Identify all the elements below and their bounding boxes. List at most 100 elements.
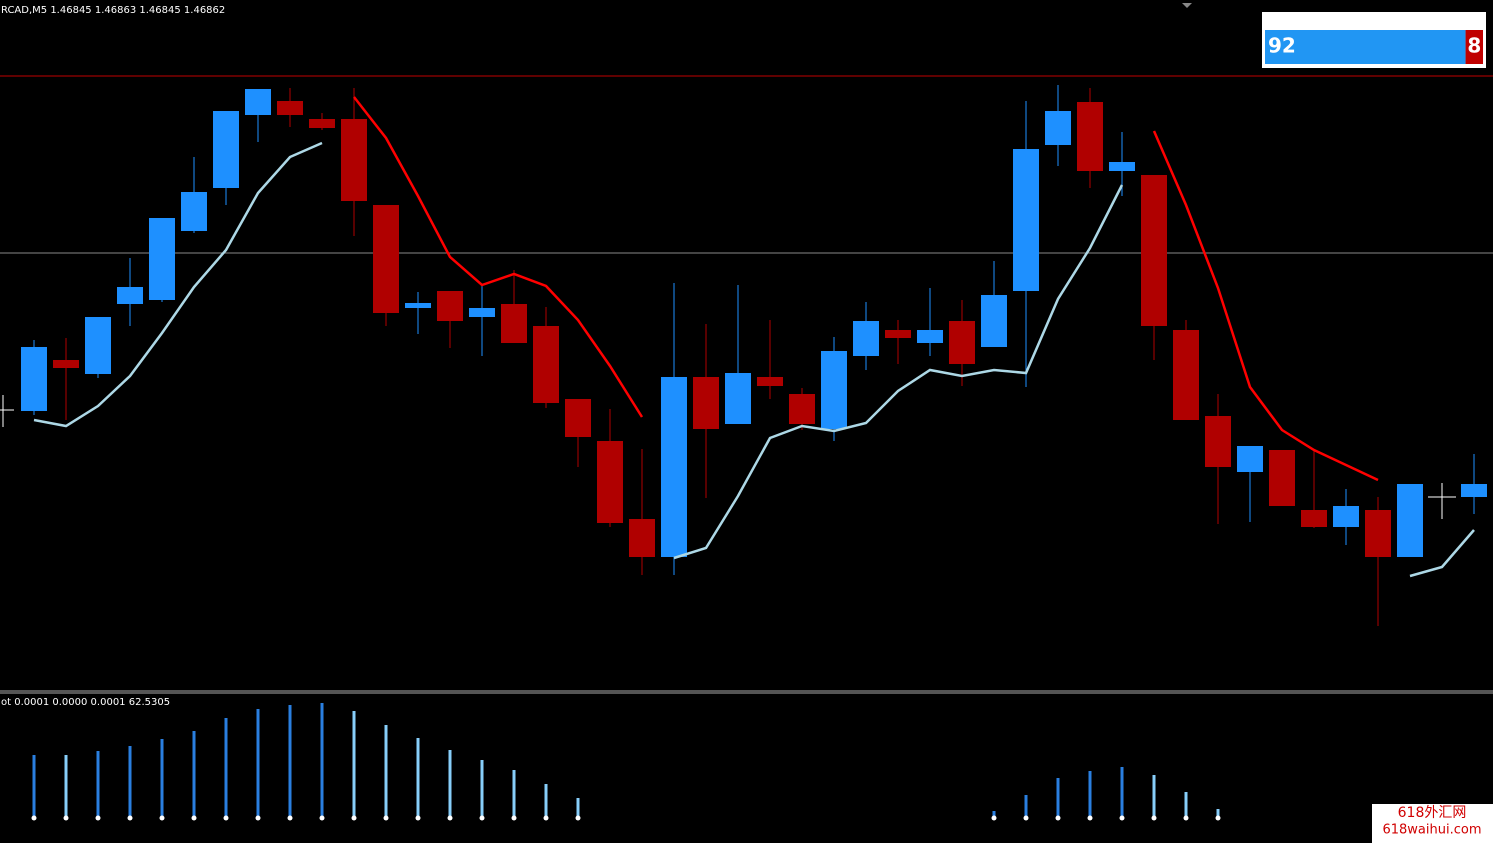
candle-body <box>501 304 527 343</box>
candle-body <box>309 119 335 128</box>
candle-body <box>245 89 271 115</box>
signal-dot <box>447 815 453 821</box>
candle-body <box>917 330 943 343</box>
bearish-bar <box>1465 30 1483 64</box>
histogram-bar <box>512 770 516 818</box>
signal-dot <box>1119 815 1125 821</box>
histogram-bar <box>1120 767 1124 818</box>
histogram-bar <box>576 798 580 818</box>
candle-body <box>1269 450 1295 506</box>
candle-body <box>1141 175 1167 326</box>
candle-body <box>181 192 207 231</box>
histogram-bar <box>64 755 68 818</box>
signal-dot <box>991 815 997 821</box>
candle-body <box>213 111 239 188</box>
candle-body <box>789 394 815 424</box>
histogram-bar <box>1216 809 1220 818</box>
candle-body <box>885 330 911 338</box>
candle-body <box>85 317 111 374</box>
signal-dot <box>191 815 197 821</box>
histogram-bar <box>544 784 548 818</box>
histogram-bar <box>192 731 196 818</box>
moving-average <box>353 96 1379 482</box>
signal-dot <box>351 815 357 821</box>
candle-body <box>629 519 655 557</box>
histogram-bar <box>416 738 420 818</box>
signal-dot <box>287 815 293 821</box>
candle-body <box>565 399 591 437</box>
signal-dot <box>575 815 581 821</box>
candle-body <box>405 303 431 308</box>
candle-body <box>1333 506 1359 527</box>
watermark: 618waihui.com <box>1382 823 1481 838</box>
bullish-value: 92 <box>1268 34 1296 58</box>
histogram-bar <box>320 703 324 818</box>
candle-body <box>693 377 719 429</box>
watermark: 618外汇网 <box>1398 805 1467 821</box>
candle-body <box>21 347 47 411</box>
signal-dot <box>1215 815 1221 821</box>
candle-body <box>981 295 1007 347</box>
signal-dot <box>31 815 37 821</box>
histogram-bar <box>448 750 452 818</box>
histogram-bar <box>1184 792 1188 818</box>
candle-body <box>821 351 847 429</box>
histogram-bar <box>1056 778 1060 818</box>
signal-dot <box>95 815 101 821</box>
candle-body <box>949 321 975 364</box>
signal-dot <box>383 815 389 821</box>
candle-body <box>1301 510 1327 527</box>
candle-body <box>1461 484 1487 497</box>
signal-dot <box>223 815 229 821</box>
candle-body <box>1013 149 1039 291</box>
histogram-bar <box>224 718 228 818</box>
histogram-bar <box>352 711 356 818</box>
histogram-bar <box>96 751 100 818</box>
candle-body <box>277 101 303 115</box>
signal-dot <box>1055 815 1061 821</box>
symbol-info: RCAD,M5 1.46845 1.46863 1.46845 1.46862 <box>1 5 225 16</box>
signal-dot <box>415 815 421 821</box>
candle-body <box>533 326 559 403</box>
signal-dot <box>479 815 485 821</box>
candle-body <box>597 441 623 523</box>
candle-body <box>1077 102 1103 171</box>
histogram-bar <box>480 760 484 818</box>
bullish-label: BULLISH <box>1266 16 1314 27</box>
candle-body <box>1045 111 1071 145</box>
signal-dot <box>1183 815 1189 821</box>
signal-dot <box>1087 815 1093 821</box>
signal-dot <box>511 815 517 821</box>
candle-body <box>853 321 879 356</box>
scroll-marker <box>1182 3 1192 8</box>
signal-dot <box>1151 815 1157 821</box>
candle-body <box>53 360 79 368</box>
candle-body <box>437 291 463 321</box>
moving-average <box>33 141 1475 578</box>
histogram-bar <box>32 755 36 818</box>
candle-body <box>341 119 367 201</box>
bearish-value: 8 <box>1467 34 1481 58</box>
histogram-bar <box>1152 775 1156 818</box>
histogram-bar <box>256 709 260 818</box>
histogram-bar <box>1024 795 1028 818</box>
candle-body <box>1205 416 1231 467</box>
candle-body <box>757 377 783 386</box>
candle-body <box>117 287 143 304</box>
candle-body <box>373 205 399 313</box>
crosshair <box>0 395 1456 519</box>
histogram-bar <box>288 705 292 818</box>
histogram-bar <box>384 725 388 818</box>
candle-body <box>149 218 175 300</box>
histogram-bar <box>128 746 132 818</box>
candle-body <box>1365 510 1391 557</box>
histogram-bar <box>992 811 996 818</box>
signal-dot <box>319 815 325 821</box>
candle-body <box>1397 484 1423 557</box>
candle-body <box>1109 162 1135 171</box>
candle-body <box>725 373 751 424</box>
signal-dot <box>255 815 261 821</box>
signal-dot <box>127 815 133 821</box>
